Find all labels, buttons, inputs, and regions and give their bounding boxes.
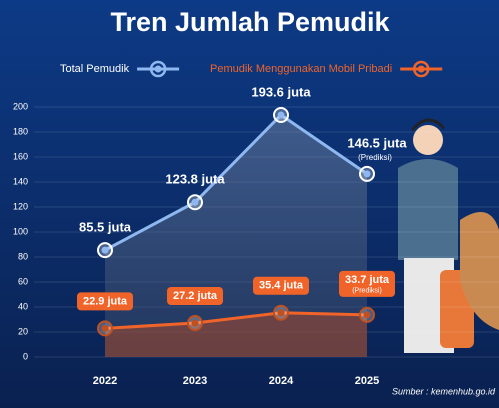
x-tick-label: 2024: [269, 375, 294, 387]
data-point-dot: [191, 198, 199, 206]
legend-marker-dot: [154, 65, 162, 73]
data-point-dot: [101, 324, 109, 332]
data-label: 22.9 juta: [83, 295, 128, 307]
x-tick-label: 2022: [93, 375, 117, 387]
legend-label: Pemudik Menggunakan Mobil Pribadi: [210, 63, 392, 75]
series-line: [104, 113, 368, 252]
data-label-box: [77, 292, 133, 311]
chart-title: Tren Jumlah Pemudik: [110, 7, 390, 37]
y-tick-label: 80: [18, 251, 28, 261]
annotation: (Prediksi): [358, 153, 392, 162]
legend-marker-dot: [417, 65, 425, 73]
data-point-dot: [277, 111, 285, 119]
y-tick-label: 60: [18, 276, 28, 286]
data-point-dot: [101, 246, 109, 254]
data-point-dot: [363, 170, 371, 178]
series-area: [105, 312, 367, 357]
x-tick-label: 2025: [355, 375, 379, 387]
y-tick-label: 200: [13, 101, 28, 111]
y-tick-label: 40: [18, 301, 28, 311]
data-point-dot: [277, 309, 285, 317]
y-tick-label: 120: [13, 201, 28, 211]
data-label-box: [167, 287, 223, 305]
data-label-box: [339, 270, 395, 297]
y-tick-label: 20: [18, 326, 28, 336]
data-point-dot: [191, 319, 199, 327]
data-label: 193.6 juta: [251, 84, 311, 99]
data-point-dot: [363, 311, 371, 319]
data-label-box: [253, 276, 309, 295]
data-label: 123.8 juta: [165, 172, 225, 187]
y-tick-label: 140: [13, 176, 28, 186]
series-line: [104, 311, 368, 330]
data-label: 146.5 juta: [347, 135, 407, 150]
y-tick-label: 160: [13, 151, 28, 161]
y-tick-label: 180: [13, 126, 28, 136]
illustration: [398, 118, 499, 353]
legend-marker: [412, 60, 430, 78]
data-label: 35.4 juta: [259, 280, 304, 292]
y-tick-label: 100: [13, 226, 28, 236]
legend-marker: [149, 60, 167, 78]
source: Sumber : kemenhub.go.id: [392, 386, 496, 396]
data-label: 33.7 juta: [345, 274, 390, 286]
data-label: 27.2 juta: [173, 290, 218, 302]
data-label: 85.5 juta: [79, 220, 132, 235]
legend-label: Total Pemudik: [60, 63, 130, 75]
x-tick-label: 2023: [183, 375, 207, 387]
y-tick-label: 0: [23, 351, 28, 361]
annotation: (Prediksi): [352, 288, 382, 295]
